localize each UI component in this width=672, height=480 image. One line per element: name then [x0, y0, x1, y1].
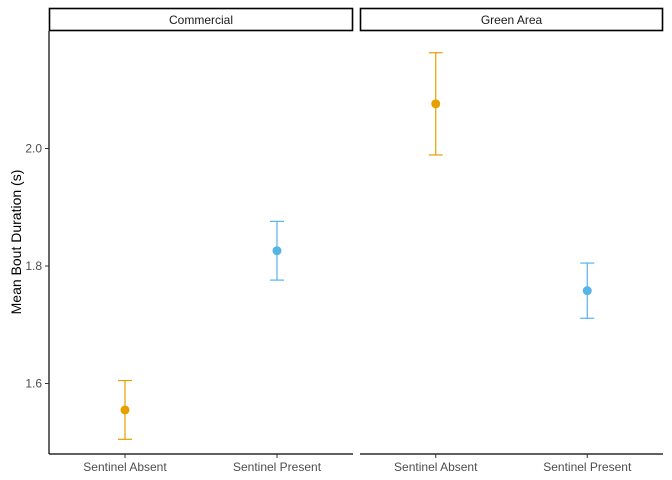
facet-strip	[48, 7, 354, 32]
data-point-sentinel-present	[582, 286, 592, 296]
y-axis-title: Mean Bout Duration (s)	[8, 170, 24, 315]
panel-commercial: Commercial Sentinel Absent Sentinel Presen…	[48, 7, 354, 474]
x-tick-label-sentinel-absent: Sentinel Absent	[83, 460, 167, 474]
x-tick-label-sentinel-present: Sentinel Present	[543, 460, 632, 474]
facet-strip-label: Commercial	[169, 13, 233, 27]
data-point-sentinel-absent	[431, 99, 441, 109]
data-point-sentinel-absent	[120, 405, 130, 415]
y-tick-label: 1.6	[25, 377, 42, 391]
y-tick-label: 1.8	[25, 259, 42, 273]
x-tick-label-sentinel-present: Sentinel Present	[233, 460, 322, 474]
x-tick-label-sentinel-absent: Sentinel Absent	[394, 460, 478, 474]
facet-strip	[359, 7, 664, 32]
panel-green-area: Green Area Sentinel Absent Sentinel Presen…	[359, 7, 664, 474]
y-tick-label: 2.0	[25, 142, 42, 156]
facet-strip-label: Green Area	[481, 13, 543, 27]
data-point-sentinel-present	[272, 246, 282, 256]
y-axis: 1.6 1.8 2.0	[25, 142, 49, 391]
